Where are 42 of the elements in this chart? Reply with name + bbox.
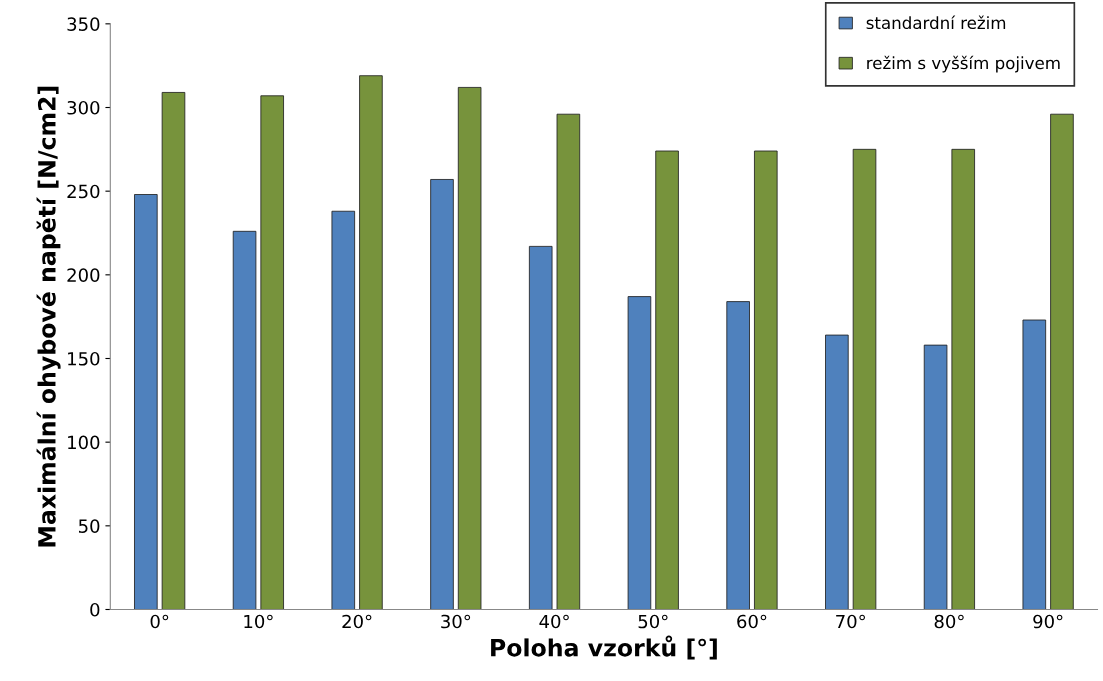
y-tick-label: 150 — [68, 351, 100, 366]
bar — [726, 301, 750, 610]
x-tick-label: 90° — [1033, 614, 1063, 629]
x-tick-label: 50° — [638, 614, 668, 629]
y-tick-label: 300 — [67, 100, 100, 115]
x-tick-label: 80° — [934, 614, 964, 629]
y-tick-label: 350 — [67, 17, 100, 31]
bar — [1050, 113, 1074, 610]
x-tick-label: 60° — [737, 614, 767, 629]
y-tick-label: 250 — [67, 184, 100, 199]
bar — [951, 148, 975, 610]
bar — [655, 150, 679, 610]
legend-label: standardní režim — [866, 15, 1006, 30]
bar — [528, 245, 553, 610]
bar — [923, 344, 948, 610]
y-tick-label: 100 — [68, 435, 100, 450]
bar — [852, 148, 877, 610]
bar — [232, 230, 257, 610]
bar — [556, 113, 581, 610]
y-tick-label: 0 — [90, 602, 100, 617]
x-tick-label: 30° — [441, 614, 471, 629]
bar — [457, 87, 482, 610]
legend-label: režim s vyšším pojivem — [867, 55, 1060, 73]
bar — [430, 179, 454, 610]
x-tick-label: 0° — [150, 614, 169, 629]
bar — [359, 75, 383, 610]
bar — [1022, 319, 1047, 610]
bar — [260, 95, 284, 610]
x-tick-label: 20° — [342, 614, 372, 629]
bar — [331, 210, 356, 610]
x-tick-label: 10° — [244, 614, 273, 629]
bar — [627, 296, 652, 610]
x-axis-title: Poloha vzorků [°] — [491, 635, 717, 660]
y-tick-label: 200 — [67, 268, 100, 282]
y-axis-title: Maximální ohybové napětí [N/cm2] — [36, 86, 61, 547]
x-tick-label: 40° — [539, 614, 569, 629]
x-tick-label: 70° — [836, 614, 865, 629]
bar — [134, 194, 158, 610]
y-tick-label: 50 — [79, 519, 100, 533]
bar — [161, 92, 186, 610]
bar — [754, 150, 778, 610]
bar — [825, 334, 849, 610]
